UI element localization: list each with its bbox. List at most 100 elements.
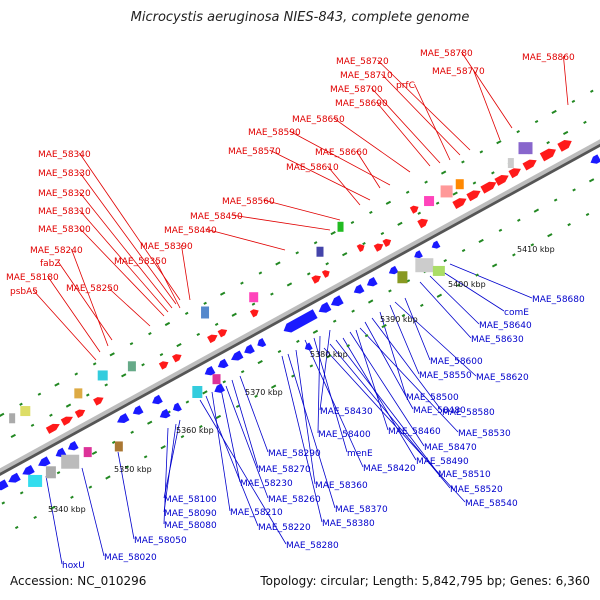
gene-label-forward: MAE_58310 xyxy=(38,207,91,217)
gene-label-forward: MAE_58770 xyxy=(432,67,485,77)
feature-box xyxy=(114,441,123,452)
ruler-tick xyxy=(214,322,219,326)
leader-line xyxy=(359,327,459,433)
ruler-tick xyxy=(472,181,477,185)
ruler-tick xyxy=(111,440,116,444)
feature-box xyxy=(440,185,453,198)
gene-label-reverse: MAE_58220 xyxy=(258,523,311,533)
ruler-tick xyxy=(401,313,406,318)
ruler-tick xyxy=(65,403,72,408)
ruler-tick xyxy=(346,344,350,348)
ruler-tick xyxy=(330,231,336,236)
ruler-tick xyxy=(381,323,387,329)
gene-label-forward: MAE_58330 xyxy=(38,169,91,179)
forward-gene-arrow xyxy=(452,198,467,209)
ruler-label: 5390 kbp xyxy=(380,315,418,324)
feature-box xyxy=(97,370,108,381)
forward-gene-arrow xyxy=(382,238,392,247)
gene-label-reverse: MAE_58580 xyxy=(442,408,495,418)
ruler-tick xyxy=(203,301,207,305)
reverse-gene-arrow xyxy=(214,383,226,393)
forward-gene-arrow xyxy=(158,361,169,370)
reverse-gene-arrow xyxy=(414,250,423,259)
ruler-tick xyxy=(351,309,355,313)
leader-line xyxy=(381,73,461,156)
leader-line xyxy=(319,329,331,411)
reverse-gene-arrow xyxy=(283,309,318,333)
reverse-gene-arrow xyxy=(38,456,51,467)
gene-label-reverse: MAE_58530 xyxy=(458,429,511,439)
forward-gene-arrow xyxy=(557,139,572,152)
ruler-tick xyxy=(296,339,300,344)
gene-label-reverse: MAE_58540 xyxy=(465,499,518,509)
forward-gene-arrow xyxy=(74,409,86,419)
gene-label-reverse: MAE_58600 xyxy=(430,357,483,367)
ruler-tick xyxy=(199,424,203,429)
ruler-tick xyxy=(85,393,90,397)
forward-gene-arrow xyxy=(311,275,321,284)
gene-label-forward: MAE_58250 xyxy=(66,284,119,294)
leader-line xyxy=(163,427,169,525)
leader-line xyxy=(239,375,269,453)
gene-label-reverse: comE xyxy=(504,308,529,318)
forward-gene-arrow xyxy=(480,181,497,194)
leader-line xyxy=(342,337,417,461)
ruler-tick xyxy=(461,248,466,253)
gene-label-forward: MAE_58610 xyxy=(286,163,339,173)
gene-label-reverse: MAE_58430 xyxy=(320,407,373,417)
gene-label-forward: MAE_58570 xyxy=(228,147,281,157)
forward-gene-arrow xyxy=(409,205,419,214)
ruler-tick xyxy=(180,435,185,439)
ruler-tick xyxy=(312,329,319,334)
ruler-tick xyxy=(516,130,520,134)
gene-label-forward: MAE_58450 xyxy=(190,212,243,222)
ruler-tick xyxy=(240,370,245,374)
ruler-tick xyxy=(546,140,550,145)
leader-line xyxy=(364,321,414,410)
leader-line xyxy=(81,467,105,557)
gene-label-reverse: MAE_58270 xyxy=(258,465,311,475)
ruler-tick xyxy=(420,303,424,307)
ruler-tick xyxy=(397,221,403,226)
leader-line xyxy=(323,347,466,503)
reverse-gene-arrow xyxy=(67,440,79,451)
gene-label-reverse: MAE_58260 xyxy=(268,495,321,505)
ruler-tick xyxy=(240,281,244,285)
ruler-label: 5370 kbp xyxy=(245,388,283,397)
ruler-tick xyxy=(148,332,152,336)
leader-line xyxy=(281,355,323,523)
leader-line xyxy=(287,353,336,509)
ruler-tick xyxy=(443,259,447,263)
reverse-gene-arrow xyxy=(8,472,21,483)
forward-gene-arrow xyxy=(60,416,73,426)
leader-line xyxy=(199,399,287,545)
ruler-tick xyxy=(10,433,16,438)
ruler-tick xyxy=(160,445,166,450)
ruler-tick xyxy=(291,374,295,378)
ruler-tick xyxy=(424,180,428,184)
ruler-tick xyxy=(92,362,97,366)
forward-gene-arrow xyxy=(207,334,218,344)
leader-line xyxy=(389,304,420,375)
forward-gene-arrow xyxy=(539,148,556,162)
ruler-tick xyxy=(385,200,392,205)
reverse-gene-arrow xyxy=(388,265,399,275)
ruler-tick xyxy=(30,423,35,427)
ruler-tick xyxy=(33,515,37,520)
gene-label-forward: MAE_58720 xyxy=(336,57,389,67)
feature-box xyxy=(455,179,464,190)
leader-line xyxy=(355,329,389,431)
leader-line xyxy=(327,165,361,206)
ruler-tick xyxy=(125,465,130,469)
gene-label-forward: MAE_58860 xyxy=(522,53,575,63)
ruler-tick xyxy=(54,382,60,387)
ruler-label: 5340 kbp xyxy=(48,505,86,514)
ruler-tick xyxy=(74,372,79,376)
gene-label-reverse: MAE_58280 xyxy=(286,541,339,551)
ruler-tick xyxy=(275,261,281,266)
leader-line xyxy=(231,379,259,469)
ruler-tick xyxy=(196,332,201,337)
gene-label-reverse: MAE_58500 xyxy=(406,393,459,403)
leader-line xyxy=(289,130,391,186)
leader-line xyxy=(461,51,513,129)
